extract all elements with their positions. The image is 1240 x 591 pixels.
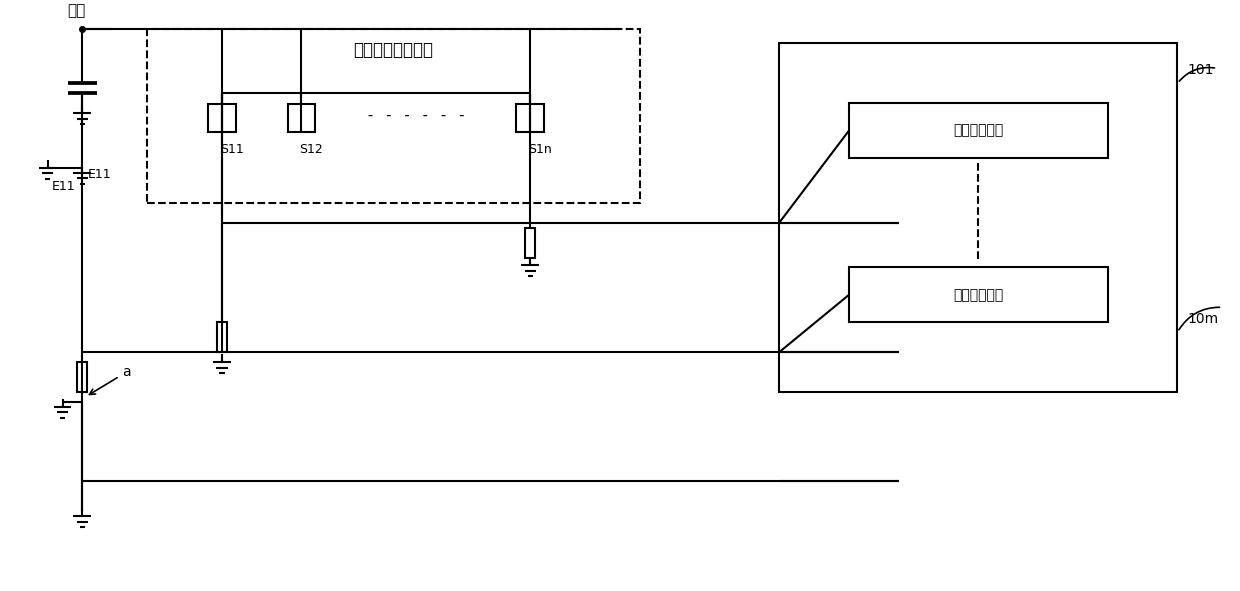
Bar [526,228,536,258]
Bar [288,104,315,132]
Bar [517,104,544,132]
Text: S1n: S1n [528,143,552,156]
Bar [217,322,227,352]
Bar [849,103,1107,158]
Text: 10m: 10m [1188,312,1219,326]
Text: S11: S11 [219,143,243,156]
Text: 时间检测单元: 时间检测单元 [954,124,1003,138]
Bar [208,104,236,132]
Text: E11: E11 [52,180,76,193]
Text: a: a [89,365,131,394]
Text: E11: E11 [88,168,112,181]
Text: - - - - - -: - - - - - - [366,108,466,123]
Text: 101: 101 [1188,63,1214,77]
Bar [849,268,1107,322]
Bar [77,362,88,392]
Bar [779,44,1178,392]
Text: 时间检测单元: 时间检测单元 [954,288,1003,302]
Text: 电源: 电源 [67,4,86,18]
Text: 硅半导体探测阵列: 硅半导体探测阵列 [353,41,434,59]
Text: S12: S12 [300,143,324,156]
